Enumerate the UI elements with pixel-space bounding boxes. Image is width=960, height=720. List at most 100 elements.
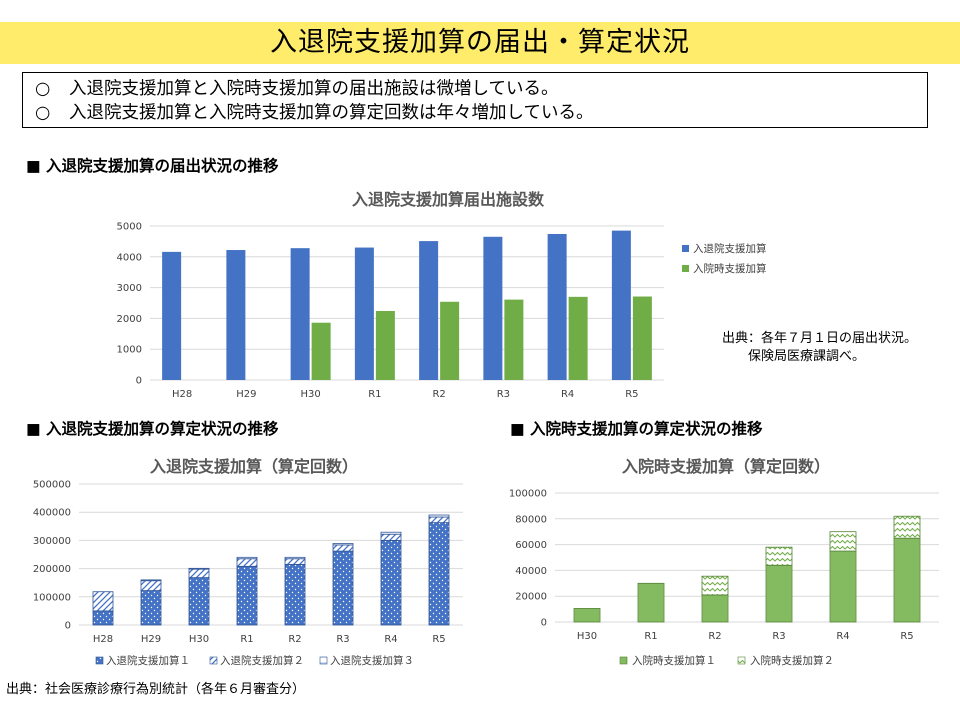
- facilities-x-tick-label: R4: [561, 389, 574, 400]
- discharge-claims-bar-segment-1: [236, 565, 258, 626]
- facilities-legend-swatch: [682, 245, 689, 252]
- facilities-x-tick-label: R3: [497, 389, 510, 400]
- summary-box: ○ 入退院支援加算と入院時支援加算の届出施設は微増している。 ○ 入退院支援加算と入…: [22, 72, 928, 128]
- facilities-bar-discharge-support: [483, 236, 503, 380]
- admission-claims-bar-segment-1: [637, 582, 665, 623]
- facilities-x-tick-label: H28: [172, 389, 192, 400]
- discharge-claims-y-tick-label: 0: [65, 621, 71, 632]
- discharge-claims-bar-segment-2: [92, 591, 114, 612]
- discharge-claims-legend-label: 入退院支援加算３: [330, 654, 414, 667]
- facilities-chart-title: 入退院支援加算届出施設数: [352, 190, 545, 209]
- admission-claims-bar-segment-2: [893, 515, 921, 539]
- facilities-bar-discharge-support: [162, 251, 182, 380]
- facilities-bar-admission-support: [311, 322, 331, 380]
- facilities-bar-discharge-support: [226, 250, 246, 380]
- facilities-x-tick-label: H30: [301, 389, 321, 400]
- discharge-claims-x-tick-label: H30: [189, 634, 209, 645]
- facilities-bar-discharge-support: [611, 230, 631, 380]
- discharge-claims-x-tick-label: H28: [93, 634, 113, 645]
- facilities-x-tick-label: H29: [236, 389, 256, 400]
- discharge-claims-bar-segment-3: [188, 567, 210, 570]
- facilities-y-tick-label: 0: [136, 376, 142, 387]
- facilities-bar-chart: 入退院支援加算届出施設数 0 1000 2000 3000 4000 5000 H28 H29 H…: [117, 190, 767, 400]
- facilities-legend-label: 入院時支援加算: [693, 262, 767, 275]
- discharge-claims-legend-swatch: [95, 656, 104, 665]
- admission-claims-y-tick-label: 80000: [515, 514, 547, 525]
- discharge-claims-bar-segment-2: [428, 516, 450, 524]
- facilities-y-tick-label: 2000: [117, 314, 142, 325]
- discharge-claims-bar-segment-3: [284, 556, 306, 560]
- facilities-bar-discharge-support: [419, 241, 439, 380]
- facilities-x-tick-label: R5: [625, 389, 638, 400]
- footer-source: 出典：社会医療診療行為別統計（各年６月審査分）: [6, 682, 306, 697]
- admission-claims-bar-segment-1: [893, 537, 921, 623]
- discharge-claims-title: 入退院支援加算（算定回数）: [150, 457, 358, 476]
- admission-claims-x-tick-label: H30: [577, 631, 597, 642]
- facilities-y-tick-label: 4000: [117, 252, 142, 263]
- section-heading-facilities: ■ 入退院支援加算の届出状況の推移: [26, 157, 279, 175]
- discharge-claims-bar-segment-2: [140, 580, 162, 591]
- facilities-legend-swatch: [682, 265, 689, 272]
- bullet-circle: ○: [35, 103, 51, 123]
- facilities-source-note: 出典：各年７月１日の届出状況。 保険局医療課調べ。: [722, 330, 917, 366]
- discharge-claims-bar-segment-1: [140, 590, 162, 626]
- admission-claims-legend-label: 入院時支援加算１: [632, 654, 716, 667]
- admission-claims-bar-segment-2: [765, 546, 793, 566]
- summary-line-2: ○ 入退院支援加算と入院時支援加算の算定回数は年々増加している。: [35, 101, 915, 125]
- facilities-y-tick-label: 5000: [117, 222, 142, 233]
- discharge-claims-y-tick-label: 100000: [33, 592, 71, 603]
- discharge-claims-bar-segment-1: [284, 563, 306, 626]
- discharge-claims-bar-segment-1: [380, 540, 402, 626]
- admission-claims-bar-segment-1: [829, 550, 857, 623]
- section-heading-admission-claims: ■ 入院時支援加算の算定状況の推移: [510, 420, 763, 438]
- admission-claims-legend-swatch: [737, 656, 746, 665]
- admission-claims-x-tick-label: R4: [836, 631, 849, 642]
- facilities-x-tick-label: R2: [432, 389, 445, 400]
- discharge-claims-x-tick-label: R4: [384, 634, 397, 645]
- admission-claims-y-tick-label: 20000: [515, 592, 547, 603]
- discharge-claims-y-tick-label: 200000: [33, 564, 71, 575]
- facilities-y-tick-label: 1000: [117, 345, 142, 356]
- admission-claims-x-tick-label: R5: [900, 631, 913, 642]
- facilities-legend-label: 入退院支援加算: [693, 242, 767, 255]
- admission-claims-legend-swatch: [619, 656, 628, 665]
- facilities-bar-admission-support: [440, 301, 460, 380]
- admission-claims-y-tick-label: 40000: [515, 566, 547, 577]
- bullet-circle: ○: [35, 79, 51, 99]
- discharge-claims-x-tick-label: R1: [240, 634, 253, 645]
- discharge-claims-bar-segment-2: [188, 568, 210, 579]
- note-line-2: 保険局医療課調べ。: [748, 349, 866, 364]
- admission-claims-chart: 入院時支援加算（算定回数） 0 20000 40000 60000 80000 100000…: [509, 457, 939, 667]
- note-line-1: 出典：各年７月１日の届出状況。: [722, 331, 918, 346]
- discharge-claims-x-tick-label: H29: [141, 634, 161, 645]
- discharge-claims-bar-segment-3: [140, 579, 162, 582]
- discharge-claims-bar-segment-3: [236, 556, 258, 560]
- facilities-bar-admission-support: [504, 299, 524, 380]
- discharge-claims-chart: 入退院支援加算（算定回数） 0 100000 200000 300000 400000 50…: [33, 457, 463, 667]
- discharge-claims-x-tick-label: R3: [336, 634, 349, 645]
- discharge-claims-legend-label: 入退院支援加算１: [106, 654, 190, 667]
- admission-claims-y-tick-label: 100000: [509, 489, 547, 500]
- discharge-claims-y-tick-label: 300000: [33, 536, 71, 547]
- summary-text-2: 入退院支援加算と入院時支援加算の算定回数は年々増加している。: [69, 103, 594, 123]
- summary-text-1: 入退院支援加算と入院時支援加算の届出施設は微増している。: [69, 79, 559, 99]
- facilities-bar-admission-support: [632, 296, 652, 380]
- discharge-claims-legend-swatch: [209, 656, 218, 665]
- discharge-claims-legend-swatch: [319, 656, 328, 665]
- admission-claims-y-tick-label: 60000: [515, 540, 547, 551]
- discharge-claims-bar-segment-3: [428, 514, 450, 518]
- discharge-claims-bar-segment-1: [428, 522, 450, 626]
- admission-claims-bar-segment-2: [701, 575, 729, 596]
- facilities-bar-discharge-support: [547, 234, 567, 380]
- admission-claims-x-tick-label: R2: [708, 631, 721, 642]
- admission-claims-bar-segment-1: [573, 608, 601, 623]
- discharge-claims-bar-segment-3: [332, 543, 354, 546]
- discharge-claims-bar-segment-1: [188, 577, 210, 626]
- discharge-claims-x-tick-label: R2: [288, 634, 301, 645]
- facilities-bar-discharge-support: [354, 247, 374, 380]
- admission-claims-y-tick-label: 0: [541, 618, 547, 629]
- admission-claims-bar-segment-1: [765, 564, 793, 623]
- admission-claims-x-tick-label: R1: [644, 631, 657, 642]
- discharge-claims-bar-segment-2: [284, 558, 306, 565]
- admission-claims-bar-segment-1: [701, 594, 729, 623]
